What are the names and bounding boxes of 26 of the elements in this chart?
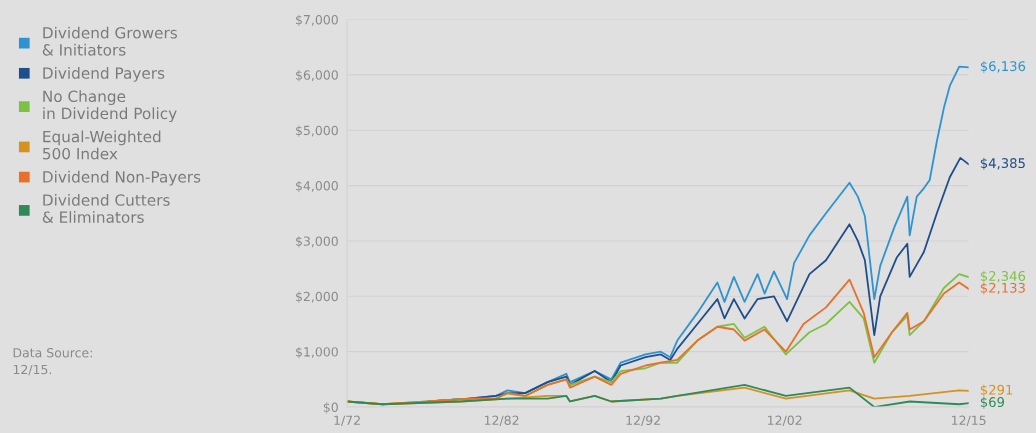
legend-label: Equal-Weighted 500 Index	[43, 130, 161, 160]
legend-label: Dividend Growers & Initiators	[42, 26, 177, 56]
y-tick-label: $2,000	[296, 291, 338, 303]
legend-label: No Change in Dividend Policy	[43, 90, 177, 123]
data-label: $69	[980, 396, 1005, 409]
data-label: $2,133	[980, 282, 1025, 295]
y-tick-label: $7,000	[296, 14, 338, 27]
y-tick-label: $6,000	[296, 70, 338, 82]
data-label: $6,136	[980, 60, 1026, 73]
x-tick-label: 12/02	[768, 415, 802, 427]
x-tick-label: 12/82	[484, 415, 519, 427]
data-label: $291	[980, 384, 1013, 397]
x-tick-label: 12/92	[626, 415, 660, 427]
legend-label: Dividend Payers	[43, 67, 165, 82]
y-tick-label: $4,000	[296, 180, 338, 193]
y-tick-label: $1,000	[296, 346, 338, 359]
y-tick-label: $3,000	[296, 236, 338, 248]
legend-label: Dividend Non-Payers	[43, 170, 201, 186]
data-label: $4,385	[980, 157, 1025, 170]
x-tick-label: 12/15	[952, 415, 986, 427]
legend-label: Dividend Cutters & Eliminators	[42, 194, 170, 223]
source-note: Data Source: 12/15.	[13, 347, 92, 376]
x-tick-label: 1/72	[334, 415, 360, 427]
y-tick-label: $0	[323, 402, 338, 414]
y-tick-label: $5,000	[296, 125, 338, 137]
data-label: $2,346	[980, 270, 1026, 283]
